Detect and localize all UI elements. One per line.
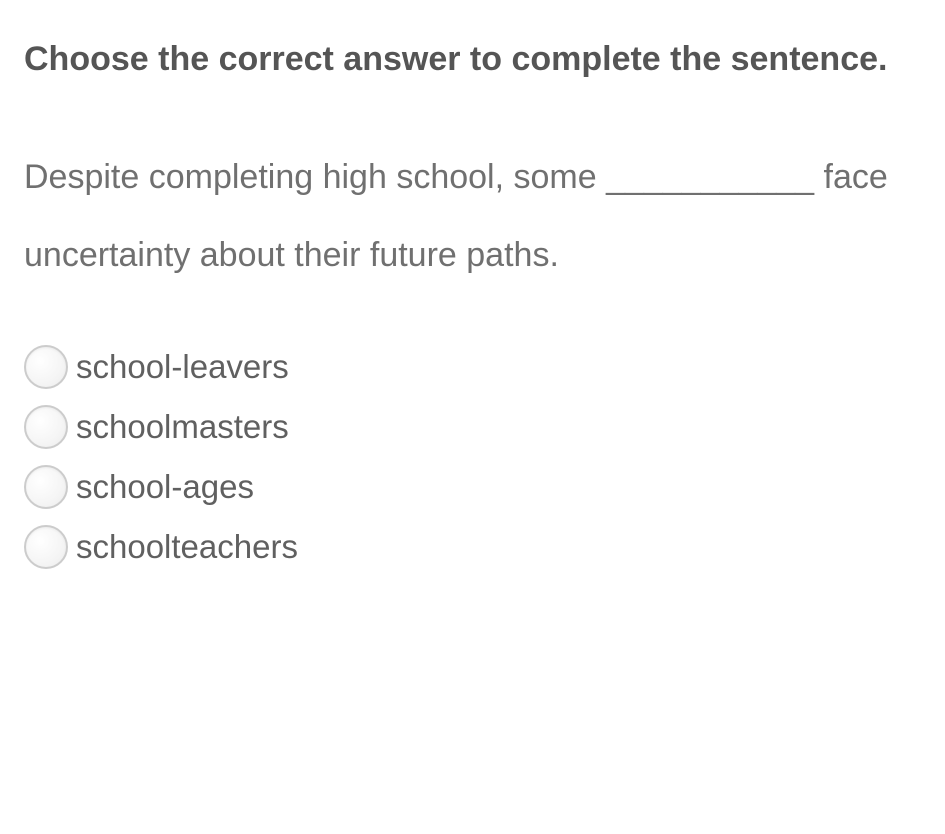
question-prompt: Choose the correct answer to complete th… xyxy=(24,20,921,98)
radio-icon[interactable] xyxy=(24,405,68,449)
option-label: schoolmasters xyxy=(76,408,289,446)
option-item[interactable]: schoolteachers xyxy=(24,525,921,569)
options-list: school-leavers schoolmasters school-ages… xyxy=(24,345,921,569)
radio-icon[interactable] xyxy=(24,345,68,389)
option-label: schoolteachers xyxy=(76,528,298,566)
question-text: Despite completing high school, some ___… xyxy=(24,138,921,294)
option-label: school-ages xyxy=(76,468,254,506)
option-item[interactable]: schoolmasters xyxy=(24,405,921,449)
option-label: school-leavers xyxy=(76,348,289,386)
option-item[interactable]: school-leavers xyxy=(24,345,921,389)
radio-icon[interactable] xyxy=(24,525,68,569)
radio-icon[interactable] xyxy=(24,465,68,509)
option-item[interactable]: school-ages xyxy=(24,465,921,509)
